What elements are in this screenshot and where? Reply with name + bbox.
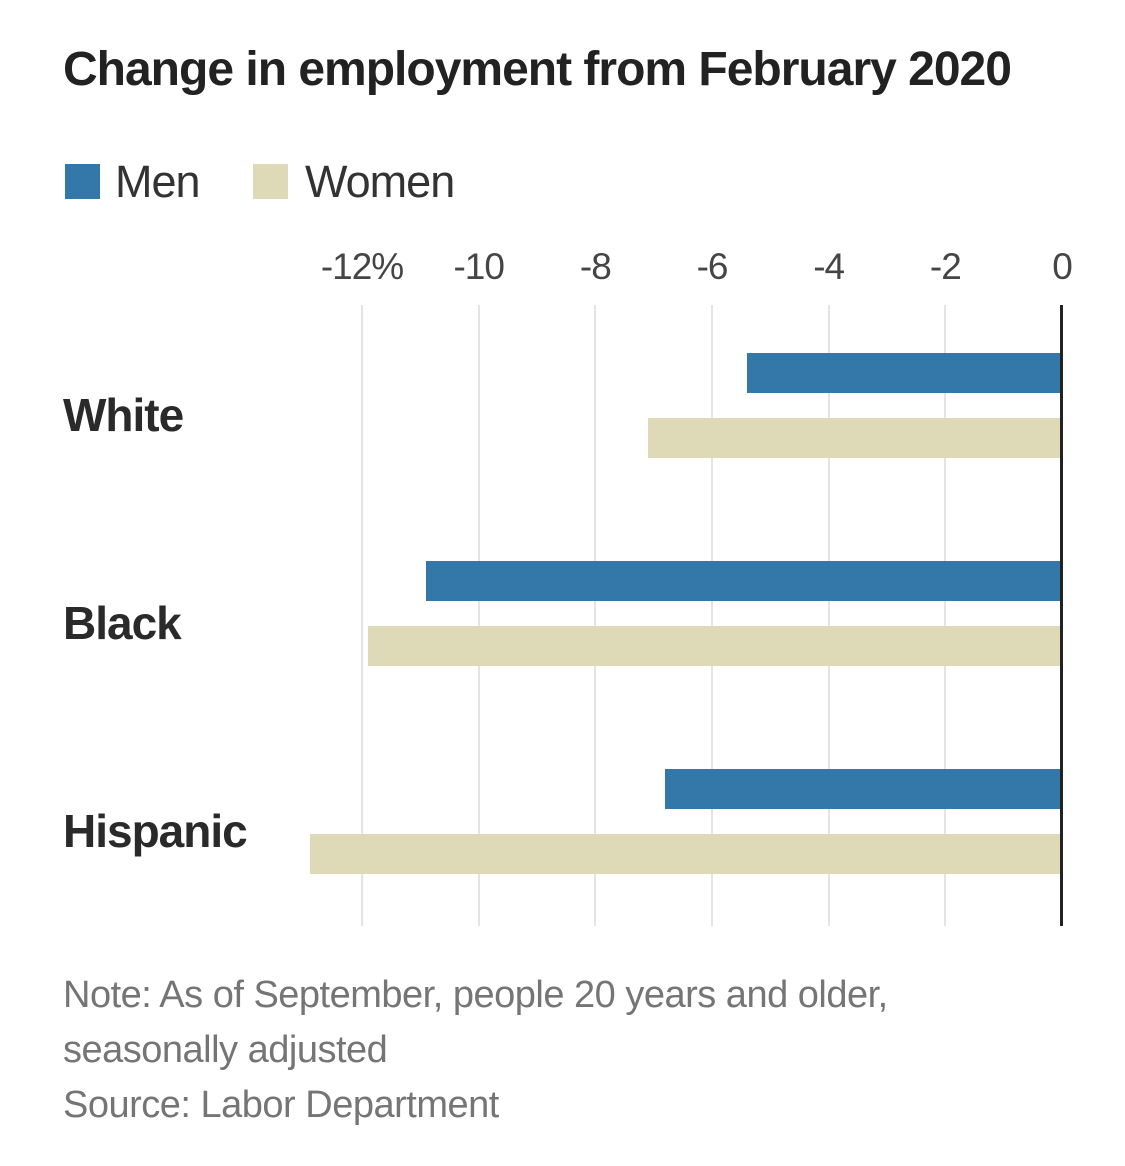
bar-black-men (426, 561, 1062, 601)
chart-title: Change in employment from February 2020 (63, 43, 1012, 96)
women-color-swatch (253, 164, 288, 199)
x-tick-label--2: -2 (929, 246, 962, 287)
x-tick-label--10: -10 (453, 246, 504, 287)
axis-line-zero (1060, 305, 1063, 926)
bar-white-women (647, 418, 1062, 458)
note-line-2: seasonally adjusted (63, 1029, 388, 1071)
gridline--2 (944, 305, 947, 926)
gridline--8 (594, 305, 597, 926)
category-label-hispanic: Hispanic (63, 805, 248, 857)
gridline--6 (711, 305, 714, 926)
legend-label-women: Women (305, 156, 455, 207)
x-tick-label--6: -6 (696, 246, 729, 287)
legend-label-men: Men (115, 156, 201, 207)
source-line: Source: Labor Department (63, 1084, 499, 1126)
bar-hispanic-men (665, 769, 1062, 809)
x-tick-label--12: -12% (320, 246, 404, 287)
category-label-white: White (63, 389, 184, 441)
bar-white-men (747, 353, 1062, 393)
gridline--4 (827, 305, 830, 926)
bar-black-women (367, 626, 1062, 666)
bar-hispanic-women (309, 834, 1062, 874)
chart-notes: Note: As of September, people 20 years a… (63, 968, 888, 1133)
note-line-1: Note: As of September, people 20 years a… (63, 974, 888, 1016)
x-tick-label--8: -8 (579, 246, 612, 287)
gridline--10 (477, 305, 480, 926)
gridline--12 (361, 305, 364, 926)
x-tick-label-0: 0 (1052, 246, 1073, 287)
men-color-swatch (65, 164, 100, 199)
category-label-black: Black (63, 597, 182, 649)
x-tick-label--4: -4 (813, 246, 845, 287)
